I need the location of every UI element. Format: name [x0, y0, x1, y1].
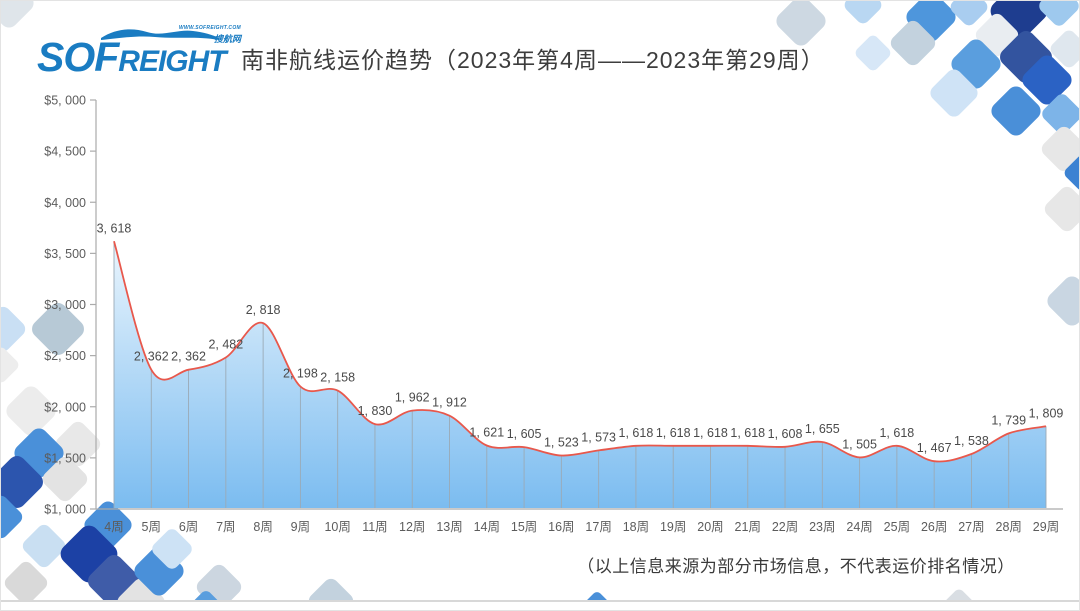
disclaimer-note: （以上信息来源为部分市场信息，不代表运价排名情况）	[577, 557, 1015, 576]
chart-title: 南非航线运价趋势（2023年第4周——2023年第29周）	[241, 47, 825, 73]
data-label: 1, 621	[469, 426, 504, 440]
x-tick-label: 18周	[623, 520, 649, 534]
data-label: 1, 605	[507, 427, 542, 441]
x-tick-label: 16周	[548, 520, 574, 534]
data-label: 1, 962	[395, 391, 430, 405]
data-label: 2, 362	[171, 350, 206, 364]
data-label: 1, 573	[581, 430, 616, 444]
data-label: 1, 618	[879, 426, 914, 440]
x-tick-label: 11周	[362, 520, 387, 534]
data-label: 1, 809	[1029, 406, 1064, 420]
trend-line	[113, 241, 1047, 463]
y-tick-label: $2, 000	[44, 400, 86, 414]
y-tick-label: $1, 500	[44, 451, 86, 465]
data-label: 1, 467	[917, 441, 952, 455]
logo-wave-icon	[101, 29, 219, 40]
bottom-divider	[1, 600, 1079, 602]
x-tick-label: 25周	[884, 520, 910, 534]
data-label: 3, 618	[97, 221, 132, 235]
y-tick-label: $1, 000	[44, 503, 86, 517]
data-label: 2, 362	[134, 350, 169, 364]
x-tick-label: 23周	[809, 520, 835, 534]
data-label: 2, 818	[246, 303, 281, 317]
data-label: 1, 830	[358, 404, 393, 418]
x-tick-label: 29周	[1033, 520, 1059, 534]
x-tick-label: 5周	[142, 520, 161, 534]
x-tick-label: 4周	[104, 520, 123, 534]
x-tick-label: 14周	[474, 520, 500, 534]
y-tick-label: $4, 000	[44, 196, 86, 210]
y-tick-label: $2, 500	[44, 349, 86, 363]
data-label: 1, 912	[432, 396, 467, 410]
x-tick-label: 7周	[216, 520, 235, 534]
x-tick-label: 17周	[585, 520, 611, 534]
x-tick-label: 19周	[660, 520, 686, 534]
data-label: 1, 618	[730, 426, 765, 440]
sofreight-logo: SOFREIGHT WWW.SOFREIGHT.COM 搜航网	[37, 25, 241, 83]
x-tick-label: 20周	[697, 520, 723, 534]
x-tick-label: 24周	[846, 520, 872, 534]
data-label: 1, 618	[656, 426, 691, 440]
x-tick-label: 21周	[735, 520, 761, 534]
logo-text-so: SO	[37, 34, 95, 80]
data-label: 2, 198	[283, 367, 318, 381]
data-label: 1, 618	[619, 426, 654, 440]
data-label: 1, 739	[991, 413, 1026, 427]
x-tick-label: 8周	[253, 520, 272, 534]
x-tick-label: 6周	[179, 520, 198, 534]
x-tick-label: 27周	[958, 520, 984, 534]
y-tick-label: $5, 000	[44, 94, 86, 108]
x-tick-label: 15周	[511, 520, 537, 534]
data-label: 2, 158	[320, 371, 355, 385]
data-label: 1, 523	[544, 436, 579, 450]
y-tick-label: $3, 500	[44, 247, 86, 261]
area-fill	[114, 241, 1046, 508]
logo-website-url: WWW.SOFREIGHT.COM	[178, 25, 241, 31]
data-label: 1, 505	[842, 437, 877, 451]
x-tick-label: 12周	[399, 520, 425, 534]
x-tick-label: 10周	[324, 520, 350, 534]
data-label: 2, 482	[208, 337, 243, 351]
x-tick-label: 9周	[291, 520, 310, 534]
y-tick-label: $4, 500	[44, 145, 86, 159]
logo-wordmark: SOFREIGHT	[37, 34, 227, 80]
data-label: 1, 608	[768, 427, 803, 441]
x-tick-label: 22周	[772, 520, 798, 534]
logo-subtext: WWW.SOFREIGHT.COM 搜航网	[179, 25, 241, 45]
y-tick-label: $3, 000	[44, 298, 86, 312]
x-tick-label: 26周	[921, 520, 947, 534]
logo-chinese-name: 搜航网	[213, 34, 241, 44]
data-label: 1, 655	[805, 422, 840, 436]
x-tick-label: 13周	[436, 520, 462, 534]
logo-text-reight: REIGHT	[118, 45, 226, 78]
bottom-margin	[1, 602, 1079, 610]
data-label: 1, 538	[954, 434, 989, 448]
logo-text-f: F	[94, 34, 119, 80]
x-tick-label: 28周	[996, 520, 1022, 534]
data-label: 1, 618	[693, 426, 728, 440]
